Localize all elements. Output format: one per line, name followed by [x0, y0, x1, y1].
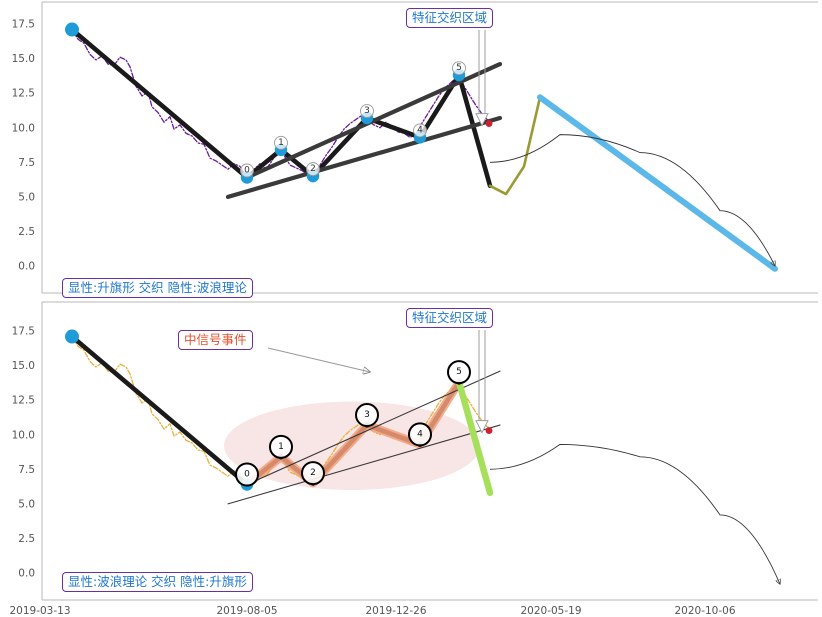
- signal-red-dot: [485, 427, 493, 434]
- series-forecast-green-bottom: [455, 378, 494, 497]
- x-axis-tick-label: 2020-10-06: [674, 605, 735, 617]
- y-axis-tick-label: 15.0: [12, 53, 35, 65]
- feature-zone-callout: [475, 330, 489, 434]
- y-axis-tick-label: 12.5: [12, 395, 35, 407]
- wave-label-circle: [355, 403, 379, 428]
- wave-point-label: 3: [364, 410, 370, 420]
- feature-zone-callout: [475, 30, 489, 127]
- x-axis-tick-label: 2019-08-05: [216, 605, 277, 617]
- annotation-legend-bottom: 显性:波浪理论 交织 隐性:升旗形: [62, 572, 253, 592]
- y-axis-tick-label: 7.5: [18, 464, 35, 476]
- wave-point-label: 5: [456, 367, 462, 377]
- series-channel-lower-top: [225, 115, 503, 199]
- x-axis-tick-label: 2019-03-13: [9, 605, 70, 617]
- wave-point-label: 4: [417, 429, 423, 439]
- wave-label-circle: [240, 163, 254, 178]
- y-axis-tick-label: 17.5: [12, 326, 35, 338]
- y-axis-tick-label: 2.5: [18, 226, 35, 238]
- wave-label-circle: [360, 104, 374, 118]
- x-axis-tick-label: 2020-05-19: [520, 605, 581, 617]
- wave-point-label: 2: [310, 164, 316, 174]
- wave-label-circle: [269, 434, 293, 459]
- wave-point-markers: 0 1 2 3 4 5: [235, 360, 471, 491]
- bottom-panel-canvas: 17.5 15.0 12.5 10.0 7.5 5.0 2.5 0.0 0 1 2 3 4 5 2019-0…: [9, 301, 818, 617]
- y-axis-tick-label: 15.0: [12, 360, 35, 372]
- signal-red-dot: [485, 120, 493, 127]
- wave-label-circle: [301, 461, 325, 486]
- annotation-signal-event-bottom: 中信号事件: [178, 330, 253, 350]
- series-channel-lower-bottom: [227, 424, 501, 505]
- bottom-panel: 17.5 15.0 12.5 10.0 7.5 5.0 2.5 0.0 0 1 2 3 4 5 2019-0…: [0, 300, 822, 617]
- annotation-legend-top: 显性:升旗形 交织 隐性:波浪理论: [62, 278, 253, 298]
- y-axis-tick-label: 17.5: [12, 19, 35, 31]
- gridlines: [41, 301, 818, 601]
- wave-label-circle: [235, 462, 259, 487]
- gridlines: [41, 1, 818, 294]
- series-forecast-arc-bottom: [489, 443, 780, 584]
- wave-label-circle: [408, 422, 432, 447]
- start-marker: [65, 329, 79, 344]
- top-panel: 17.5 15.0 12.5 10.0 7.5 5.0 2.5 0.0 0 1 2 3 4 5 特征交织区…: [0, 0, 822, 308]
- top-panel-canvas: 17.5 15.0 12.5 10.0 7.5 5.0 2.5 0.0 0 1 2 3 4 5: [12, 1, 818, 294]
- start-marker: [65, 22, 79, 37]
- wave-label-circle: [306, 162, 320, 177]
- wave-point-label: 1: [278, 138, 284, 148]
- series-price-history-bottom: [71, 335, 490, 486]
- wave-point-label: 5: [456, 63, 462, 73]
- annotation-feature-zone-top: 特征交织区域: [406, 8, 494, 28]
- wave-point-markers: 0 1 2 3 4 5: [240, 61, 466, 184]
- wave-point-label: 4: [417, 125, 423, 135]
- annotation-feature-zone-bottom: 特征交织区域: [406, 308, 494, 328]
- wave-point-label: 3: [364, 106, 370, 116]
- y-axis-tick-label: 7.5: [18, 157, 35, 169]
- wave-point-label: 1: [278, 442, 284, 452]
- series-forecast-blue-top: [537, 94, 778, 272]
- series-price-history-top: [71, 28, 490, 179]
- wave-point-label: 2: [310, 468, 316, 478]
- y-axis-tick-label: 5.0: [18, 191, 35, 203]
- wave-label-circle: [274, 135, 288, 150]
- x-axis-tick-label: 2019-12-26: [365, 605, 426, 617]
- wave-label-circle: [413, 123, 427, 138]
- series-forecast-arc-top: [489, 134, 775, 266]
- y-axis-tick-label: 10.0: [12, 429, 35, 441]
- series-channel-upper-top: [244, 62, 503, 180]
- signal-callout-arrow: [267, 347, 370, 372]
- wave-point-label: 0: [244, 469, 250, 479]
- wave-label-circle: [452, 61, 466, 76]
- y-axis-tick-label: 2.5: [18, 533, 35, 545]
- y-axis-tick-label: 12.5: [12, 88, 35, 100]
- wave-label-circle: [447, 360, 471, 385]
- y-axis-tick-label: 5.0: [18, 498, 35, 510]
- series-forecast-olive-top: [488, 95, 542, 196]
- y-axis-tick-label: 10.0: [12, 122, 35, 134]
- y-axis-tick-label: 0.0: [18, 568, 35, 580]
- y-axis-tick-label: 0.0: [18, 261, 35, 273]
- wave-point-label: 0: [244, 165, 250, 175]
